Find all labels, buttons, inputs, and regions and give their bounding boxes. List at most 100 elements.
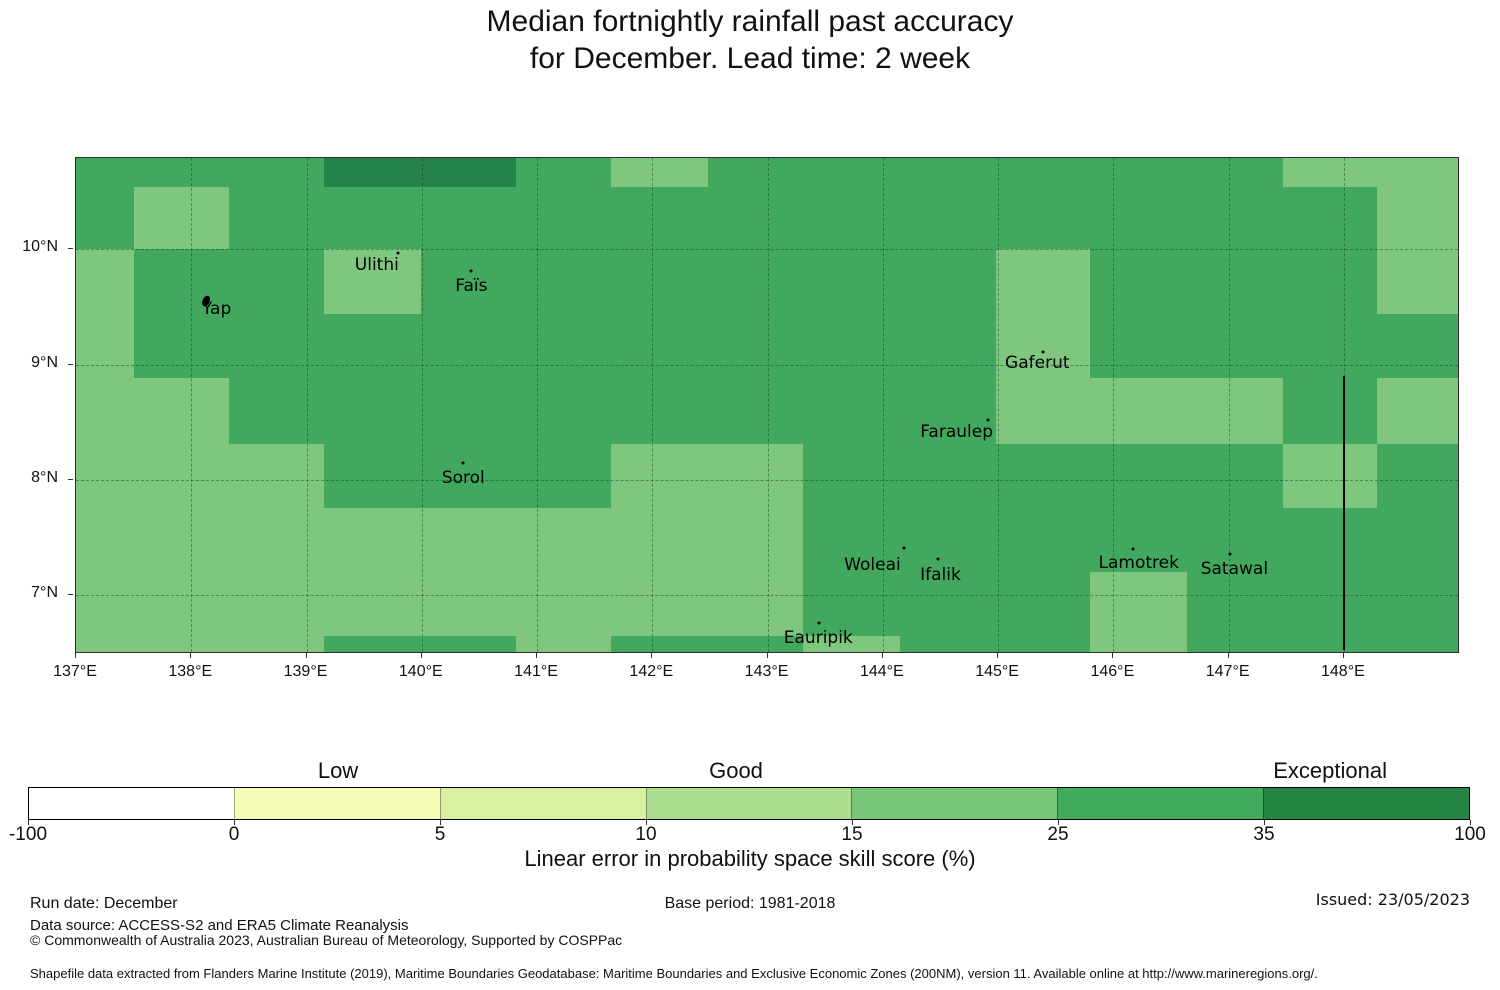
grid-cell (995, 313, 1091, 379)
grid-cell (229, 635, 324, 652)
x-tick-label: 138°E (168, 663, 213, 680)
grid-cell (229, 313, 324, 379)
x-tick-mark (190, 653, 192, 658)
grid-cell (707, 572, 804, 636)
grid-cell (995, 507, 1091, 573)
grid-cell (900, 186, 996, 250)
x-tick-mark (75, 653, 76, 658)
grid-cell (1187, 249, 1283, 314)
colorbar-segment (29, 788, 234, 819)
grid-cell (803, 444, 901, 508)
grid-cell (1090, 313, 1188, 379)
grid-cell (803, 249, 901, 314)
x-tick-mark (305, 653, 307, 658)
y-tick-mark (68, 248, 73, 250)
colorbar-category-label: Low (317, 758, 359, 783)
x-tick-label: 144°E (859, 663, 904, 680)
x-tick-label: 141°E (514, 663, 558, 680)
grid-cell (707, 635, 804, 652)
longitude-gridline (1228, 158, 1230, 652)
grid-cell (420, 444, 517, 508)
grid-cell (1187, 507, 1283, 573)
y-tick-label: 9°N (31, 353, 58, 371)
grid-cell (1090, 572, 1188, 636)
grid-cell (323, 378, 421, 445)
grid-cell (133, 249, 230, 314)
grid-cell (1377, 378, 1458, 445)
x-tick-label: 139°E (283, 663, 328, 680)
colorbar-tick-label: 100 (1454, 824, 1486, 845)
x-tick-label: 143°E (744, 663, 789, 680)
longitude-gridline (767, 158, 769, 652)
grid-cell (995, 158, 1091, 187)
grid-cell (803, 507, 901, 573)
grid-cell (1187, 444, 1283, 508)
grid-cell (995, 572, 1091, 636)
grid-cell (133, 313, 230, 379)
colorbar-tick-mark (1264, 820, 1265, 825)
grid-cell (420, 249, 517, 314)
grid-cell (323, 249, 421, 314)
grid-cell (1377, 507, 1458, 573)
grid-cell (420, 186, 517, 250)
satawal-island-label: Satawal (1200, 558, 1269, 579)
grid-cell (707, 444, 804, 508)
colorbar-tick-label: 25 (1047, 824, 1069, 845)
grid-cell (610, 572, 708, 636)
grid-cell (76, 378, 134, 445)
grid-cell (420, 507, 517, 573)
latitude-gridline (76, 480, 1458, 482)
grid-cell (323, 158, 421, 187)
y-tick-label: 8°N (31, 469, 58, 487)
grid-cell (76, 444, 134, 508)
lamotrek-island-marker (1131, 547, 1135, 551)
chart-title-line-1: Median fortnightly rainfall past accurac… (486, 5, 1014, 38)
grid-cell (707, 378, 804, 445)
grid-cell (1282, 313, 1378, 379)
latitude-gridline (76, 249, 1458, 251)
grid-cell (1090, 249, 1188, 314)
grid-cell (516, 635, 611, 652)
grid-cell (516, 313, 611, 379)
grid-cell (1187, 378, 1283, 445)
sorol-island-label: Sorol (441, 467, 485, 488)
grid-cell (1377, 313, 1458, 379)
grid-cell (900, 444, 996, 508)
grid-cell (707, 158, 804, 187)
colorbar-segment (645, 788, 852, 819)
sorol-island-marker (461, 461, 465, 465)
grid-cell (420, 635, 517, 652)
colorbar-tick-label: 35 (1253, 824, 1275, 845)
y-tick-mark (68, 479, 73, 481)
grid-cell (229, 249, 324, 314)
grid-cell (76, 186, 134, 250)
grid-cell (610, 378, 708, 445)
y-tick-label: 10°N (22, 238, 58, 256)
x-tick-mark (881, 653, 883, 658)
grid-cell (229, 158, 324, 187)
longitude-gridline (537, 158, 539, 652)
chart-title-line-2: for December. Lead time: 2 week (529, 42, 971, 75)
x-tick-mark (1227, 653, 1229, 658)
grid-cell (516, 378, 611, 445)
grid-cell (323, 572, 421, 636)
longitude-gridline (421, 158, 423, 652)
y-tick-label: 7°N (31, 584, 58, 602)
grid-cell (133, 572, 230, 636)
latitude-gridline (76, 364, 1458, 366)
grid-cell (610, 313, 708, 379)
eez-boundary-line (1342, 376, 1345, 650)
grid-cell (1282, 572, 1378, 636)
grid-cell (803, 313, 901, 379)
map-canvas: Yap Ulithi Faïs Gaferut Faraulep Sorol Woleai I… (75, 157, 1459, 653)
colorbar-tick-mark (646, 820, 647, 825)
longitude-gridline (652, 158, 654, 652)
satawal-island-marker (1228, 552, 1232, 556)
faïs-island-label: Faïs (455, 276, 488, 297)
colorbar-tick-mark (234, 820, 235, 825)
grid-cell (1377, 249, 1458, 314)
grid-cell (803, 158, 901, 187)
grid-cell (1090, 635, 1188, 652)
colorbar-segment (851, 788, 1058, 819)
colorbar-tick-label: -100 (8, 824, 48, 845)
